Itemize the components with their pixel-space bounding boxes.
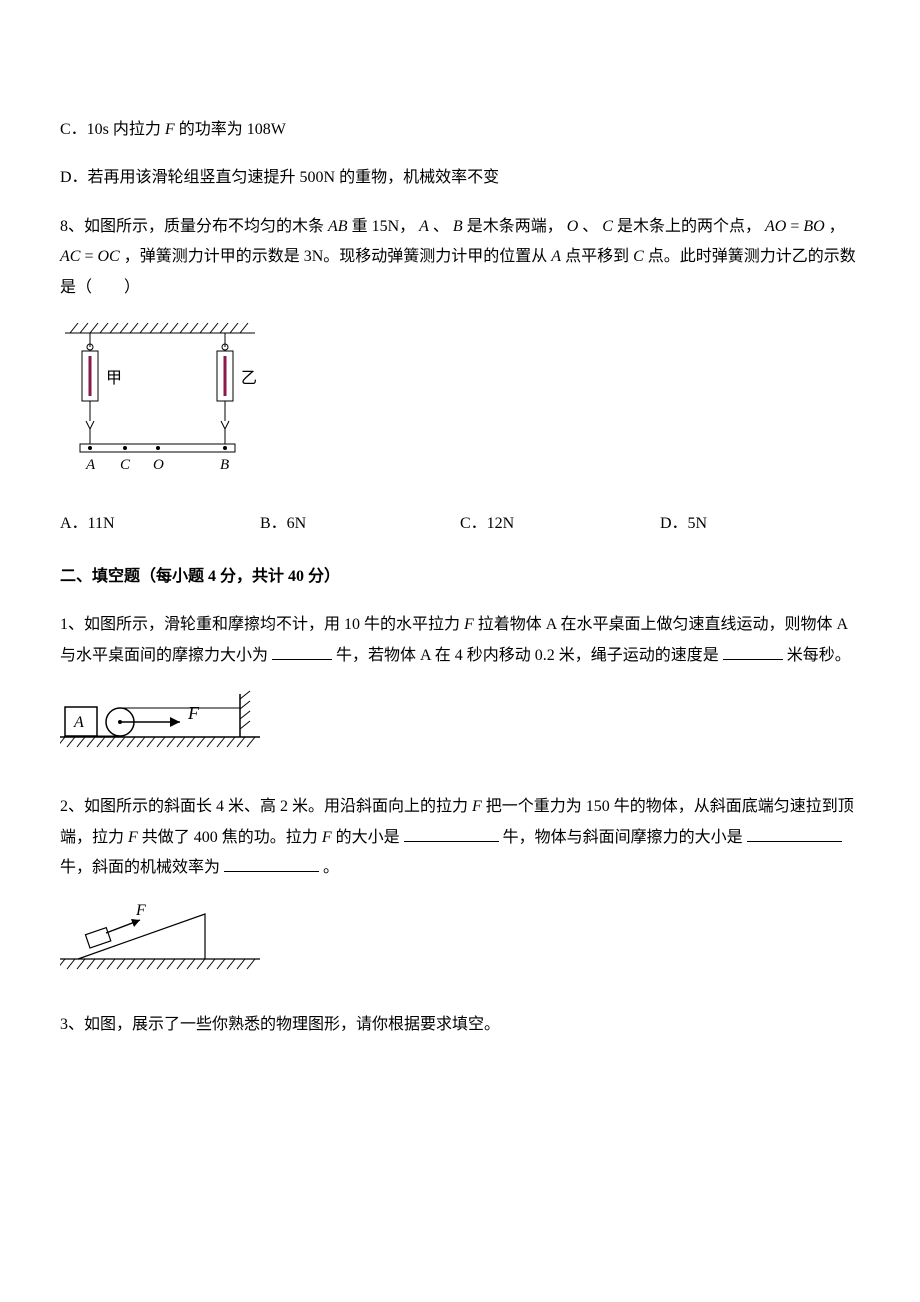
wall-hatch-icon <box>240 691 250 729</box>
fb2-blank2 <box>747 826 842 842</box>
fb2-stem: 2、如图所示的斜面长 4 米、高 2 米。用沿斜面向上的拉力 F 把一个重力为 … <box>60 792 860 883</box>
q8-t6: 点平移到 <box>565 248 629 265</box>
q8-optD: D．5N <box>660 509 860 539</box>
q8-fig-jia: 甲 <box>106 370 122 387</box>
q8-ab: AB <box>328 218 348 235</box>
fb2-figure: F <box>60 901 860 987</box>
q7-option-c: C．10s 内拉力 F 的功率为 108W <box>60 115 860 145</box>
q8-bo: BO <box>803 218 824 235</box>
q7-optc-var: F <box>165 121 175 138</box>
fb1-blank1 <box>272 644 332 660</box>
q8-c: C <box>602 218 613 235</box>
fb1-f: F <box>464 616 474 633</box>
q8-fig-a: A <box>85 457 96 473</box>
q8-t1: 8、如图所示，质量分布不均匀的木条 <box>60 218 324 235</box>
incline-ground-hatch-icon <box>60 959 255 969</box>
q8-figure: 甲 乙 A C O B <box>60 321 860 487</box>
fb1-stem: 1、如图所示，滑轮重和摩擦均不计，用 10 牛的水平拉力 F 拉着物体 A 在水… <box>60 610 860 671</box>
fb2-blank3 <box>224 856 319 872</box>
q8-oc: OC <box>97 248 119 265</box>
fb2-f2: F <box>128 829 138 846</box>
fb1-fig-a: A <box>73 714 84 731</box>
q8-o: O <box>567 218 579 235</box>
fb1-t3: 牛，若物体 A 在 4 秒内移动 0.2 米，绳子运动的速度是 <box>336 647 719 664</box>
q8-fig-yi: 乙 <box>241 370 257 387</box>
spring-jia-icon <box>82 333 98 444</box>
fb2-fig-f: F <box>135 902 146 919</box>
q8-optC: C．12N <box>460 509 660 539</box>
q8-c2: C <box>633 248 644 265</box>
fb2-f3: F <box>322 829 332 846</box>
q8-s2: 、 <box>582 218 598 235</box>
fb2-t6: 牛，斜面的机械效率为 <box>60 859 224 876</box>
q8-optB: B．6N <box>260 509 460 539</box>
q8-b: B <box>453 218 463 235</box>
fb2-f: F <box>472 798 482 815</box>
fb1-blank2 <box>723 644 783 660</box>
q8-optA: A．11N <box>60 509 260 539</box>
q8-ao: AO <box>765 218 786 235</box>
fb2-blank1 <box>404 826 499 842</box>
fb1-fig-f: F <box>187 703 200 723</box>
fb2-t5: 牛，物体与斜面间摩擦力的大小是 <box>503 829 743 846</box>
fb2-t7: 。 <box>323 859 339 876</box>
fb1-figure: A F <box>60 689 860 770</box>
q8-t5: ，弹簧测力计甲的示数是 3N。现移动弹簧测力计甲的位置从 <box>124 248 548 265</box>
q7-optc-pre: C．10s 内拉力 <box>60 121 161 138</box>
q8-eq2: = <box>84 248 93 265</box>
ground-hatch-icon <box>60 737 255 747</box>
fb1-t1: 1、如图所示，滑轮重和摩擦均不计，用 10 牛的水平拉力 <box>60 616 460 633</box>
q8-fig-c: C <box>120 457 131 473</box>
fb2-t1: 2、如图所示的斜面长 4 米、高 2 米。用沿斜面向上的拉力 <box>60 798 468 815</box>
fb2-t3: 共做了 400 焦的功。拉力 <box>142 829 318 846</box>
q7-optc-tail: 的功率为 108W <box>179 121 286 138</box>
fb3-stem: 3、如图，展示了一些你熟悉的物理图形，请你根据要求填空。 <box>60 1010 860 1040</box>
q8-a: A <box>419 218 429 235</box>
fb1-t4: 米每秒。 <box>787 647 851 664</box>
fb2-t4: 的大小是 <box>336 829 404 846</box>
q8-t3: 是木条两端， <box>467 218 563 235</box>
q8-cm1: ， <box>829 218 845 235</box>
section2-title: 二、填空题（每小题 4 分，共计 40 分） <box>60 562 860 592</box>
q8-options: A．11N B．6N C．12N D．5N <box>60 509 860 539</box>
spring-yi-icon <box>217 333 233 444</box>
q7-option-d: D．若再用该滑轮组竖直匀速提升 500N 的重物，机械效率不变 <box>60 163 860 193</box>
q8-ac: AC <box>60 248 80 265</box>
ceiling-hatch-icon <box>70 323 248 333</box>
q8-eq1: = <box>790 218 799 235</box>
q8-fig-b: B <box>220 457 229 473</box>
q8-fig-o: O <box>153 457 164 473</box>
q8-s1: 、 <box>433 218 449 235</box>
q8-a2: A <box>551 248 561 265</box>
q8-stem: 8、如图所示，质量分布不均匀的木条 AB 重 15N， A 、 B 是木条两端，… <box>60 212 860 303</box>
q8-t4: 是木条上的两个点， <box>617 218 761 235</box>
q8-t2: 重 15N， <box>352 218 416 235</box>
